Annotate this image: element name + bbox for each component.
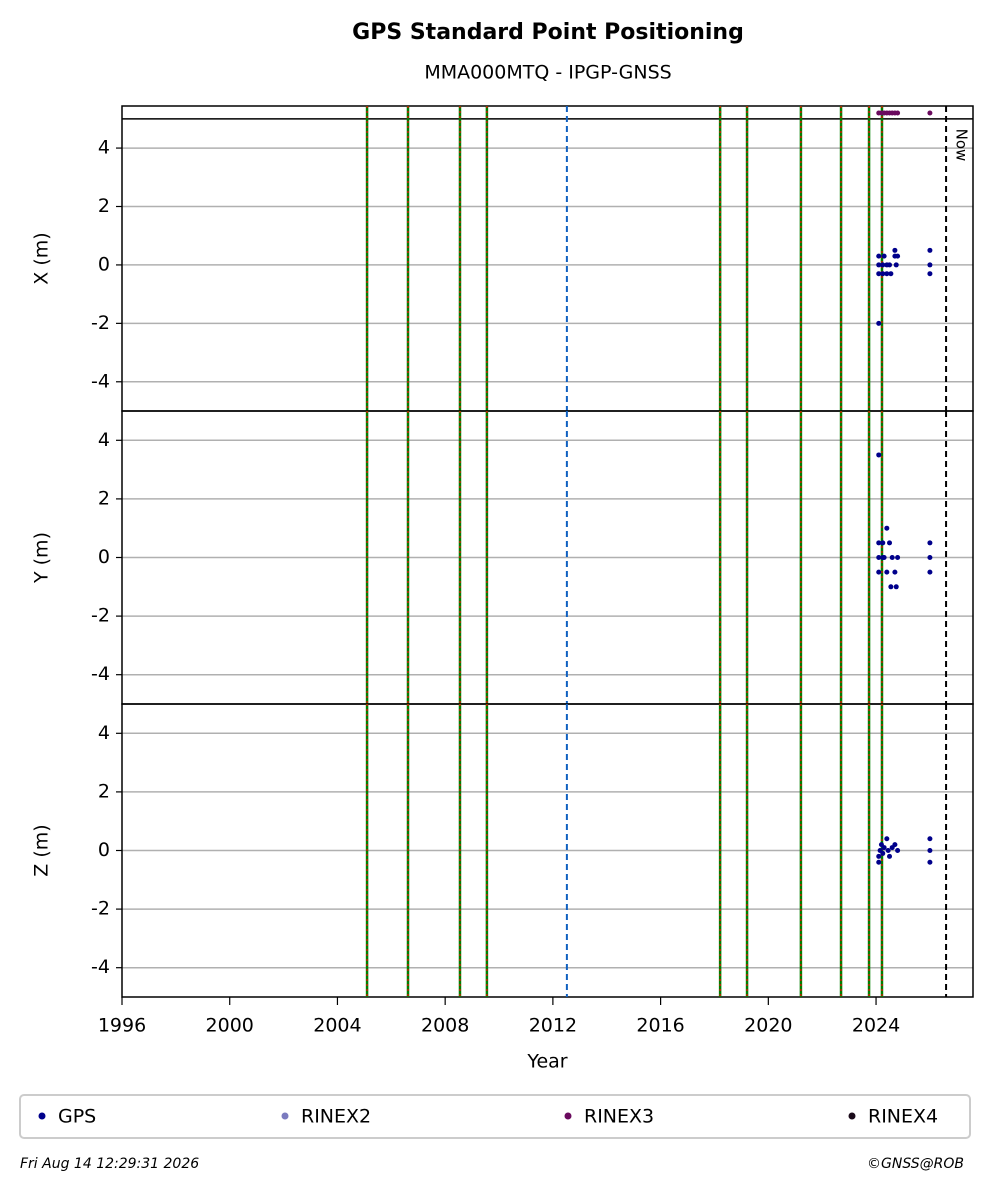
data-point [885, 848, 891, 853]
x-tick-label: 2016 [636, 1015, 684, 1037]
x-tick-label: 2000 [206, 1015, 254, 1037]
data-point [880, 271, 886, 277]
legend-marker [38, 1112, 46, 1120]
data-point [881, 253, 887, 259]
subtitle: MMA000MTQ - IPGP-GNSS [424, 62, 671, 84]
panel-frame [121, 703, 974, 998]
y-tick-label: 0 [98, 253, 110, 275]
y-tick-label: -2 [91, 312, 110, 334]
footer-credit: ©GNSS@ROB [867, 1156, 964, 1172]
data-point [876, 555, 882, 560]
legend-marker [564, 1112, 572, 1120]
legend-label: RINEX4 [868, 1106, 938, 1128]
data-point [927, 836, 933, 842]
data-point [889, 555, 895, 560]
data-point [893, 262, 899, 268]
data-point [876, 853, 882, 859]
data-point [892, 569, 898, 575]
data-point [927, 247, 933, 253]
x-tick-label: 1996 [98, 1015, 146, 1037]
legend-marker [848, 1112, 856, 1120]
data-point [927, 262, 933, 268]
legend-box [19, 1094, 971, 1139]
y-tick-label: -2 [91, 605, 110, 627]
data-point [876, 859, 882, 865]
data-point [892, 247, 898, 253]
data-point [927, 555, 933, 560]
footer-date: Fri Aug 14 12:29:31 2026 [20, 1156, 199, 1172]
data-point [887, 540, 893, 546]
data-point [876, 253, 882, 259]
x-tick-label: 2020 [744, 1015, 792, 1037]
data-point [876, 452, 882, 458]
data-point [888, 271, 894, 277]
y-tick-label: -4 [91, 663, 110, 685]
data-point [884, 525, 890, 531]
y-axis-label: Z (m) [31, 824, 53, 876]
data-point [887, 853, 893, 859]
y-tick-label: 4 [98, 429, 110, 451]
y-tick-label: 2 [98, 195, 110, 217]
data-point [895, 848, 901, 853]
data-point [927, 859, 933, 865]
x-tick-label: 2004 [313, 1015, 361, 1037]
y-tick-label: 4 [98, 722, 110, 744]
x-axis-label: Year [526, 1051, 567, 1073]
data-point [895, 555, 901, 560]
now-label: Now [953, 129, 971, 162]
y-tick-label: -2 [91, 898, 110, 920]
data-point [895, 110, 901, 116]
x-tick-label: 2024 [852, 1015, 900, 1037]
title: GPS Standard Point Positioning [352, 20, 744, 45]
legend-label: RINEX3 [584, 1106, 654, 1128]
data-point [927, 271, 933, 277]
legend-marker [281, 1112, 289, 1120]
y-axis-label: X (m) [31, 232, 53, 284]
y-tick-label: 0 [98, 546, 110, 568]
x-tick-label: 2008 [421, 1015, 469, 1037]
x-tick-label: 2012 [529, 1015, 577, 1037]
data-point [881, 845, 887, 851]
y-tick-label: 0 [98, 839, 110, 861]
y-tick-label: 2 [98, 780, 110, 802]
data-point [893, 584, 899, 590]
data-point [880, 262, 886, 268]
data-point [884, 569, 890, 575]
data-point [884, 836, 890, 842]
data-point [876, 271, 882, 277]
data-point [876, 262, 882, 268]
legend-label: GPS [58, 1106, 96, 1128]
data-point [927, 569, 933, 575]
data-point [876, 320, 882, 326]
y-tick-label: -4 [91, 956, 110, 978]
data-point [892, 842, 898, 848]
data-point [884, 271, 890, 277]
legend-label: RINEX2 [301, 1106, 371, 1128]
y-tick-label: 2 [98, 487, 110, 509]
data-point [895, 253, 901, 259]
y-tick-label: 4 [98, 137, 110, 159]
data-point [927, 110, 933, 116]
y-tick-label: -4 [91, 370, 110, 392]
data-point [876, 569, 882, 575]
data-point [888, 584, 894, 590]
data-point [876, 540, 882, 546]
data-point [881, 555, 887, 560]
data-point [880, 850, 886, 856]
data-point [887, 262, 893, 268]
data-point [927, 848, 933, 853]
data-point [880, 540, 886, 546]
data-point [927, 540, 933, 546]
panel-frame [121, 105, 974, 412]
y-axis-label: Y (m) [31, 532, 53, 584]
